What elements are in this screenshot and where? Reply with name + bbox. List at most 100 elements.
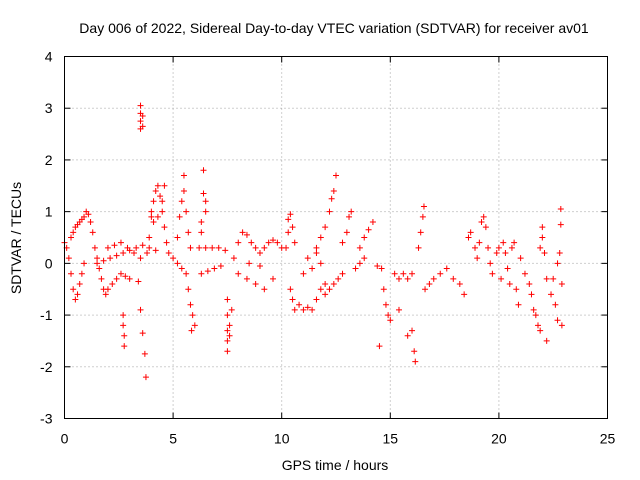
data-point (102, 291, 109, 298)
data-point (142, 374, 149, 381)
data-point (230, 255, 237, 262)
data-point (137, 306, 144, 313)
data-point (104, 244, 111, 251)
data-point (137, 102, 144, 109)
data-point (126, 275, 133, 282)
data-point (317, 234, 324, 241)
data-point (235, 239, 242, 246)
x-axis-label: GPS time / hours (282, 457, 389, 473)
data-point (180, 172, 187, 179)
data-point (137, 255, 144, 262)
data-point (409, 327, 416, 334)
data-point (489, 270, 496, 277)
data-point (382, 301, 389, 308)
data-point (328, 195, 335, 202)
data-point (270, 237, 277, 244)
plot-frame (64, 56, 608, 419)
data-point (400, 270, 407, 277)
data-point (456, 281, 463, 288)
data-point (506, 281, 513, 288)
data-point (356, 260, 363, 267)
data-point (322, 281, 329, 288)
data-point (395, 306, 402, 313)
data-point (412, 358, 419, 365)
data-point (534, 322, 541, 329)
data-point (309, 265, 316, 272)
data-point (482, 224, 489, 231)
data-point (380, 286, 387, 293)
data-point (537, 244, 544, 251)
data-point (65, 255, 72, 262)
data-point (224, 327, 231, 334)
data-point (485, 244, 492, 251)
data-point (437, 270, 444, 277)
y-tick-label: -1 (40, 307, 53, 323)
data-point (246, 260, 253, 267)
data-point (404, 275, 411, 282)
data-point (235, 270, 242, 277)
data-point (554, 317, 561, 324)
data-point (113, 275, 120, 282)
data-point (68, 270, 75, 277)
data-point (450, 275, 457, 282)
data-point (139, 112, 146, 119)
data-point (287, 211, 294, 218)
data-point (274, 239, 281, 246)
data-point (426, 281, 433, 288)
data-point (550, 275, 557, 282)
data-point (317, 286, 324, 293)
data-point (339, 239, 346, 246)
data-point (521, 270, 528, 277)
data-point (513, 286, 520, 293)
data-point (185, 229, 192, 236)
data-point (174, 234, 181, 241)
data-point (183, 208, 190, 215)
data-point (291, 306, 298, 313)
data-point (133, 244, 140, 251)
data-point (81, 213, 88, 220)
data-point (515, 301, 522, 308)
data-point (131, 250, 138, 257)
data-point (76, 281, 83, 288)
data-point (200, 190, 207, 197)
data-point (120, 312, 127, 319)
data-point (187, 301, 194, 308)
data-point (85, 211, 92, 218)
data-point (395, 275, 402, 282)
data-point (217, 262, 224, 269)
x-tick-label: 20 (491, 431, 507, 447)
data-point (296, 301, 303, 308)
x-tick-label: 25 (600, 431, 616, 447)
data-point (313, 244, 320, 251)
data-point (304, 255, 311, 262)
data-point (215, 244, 222, 251)
data-point (204, 268, 211, 275)
data-point (478, 218, 485, 225)
data-point (476, 239, 483, 246)
data-point (135, 278, 142, 285)
data-point (270, 275, 277, 282)
data-point (378, 265, 385, 272)
data-point (528, 291, 535, 298)
data-point (502, 250, 509, 257)
data-point (191, 322, 198, 329)
data-point (228, 306, 235, 313)
data-point (154, 182, 161, 189)
data-point (109, 281, 116, 288)
data-point (330, 281, 337, 288)
data-point (198, 229, 205, 236)
data-point (121, 343, 128, 350)
data-point (387, 317, 394, 324)
data-point (165, 250, 172, 257)
data-point (70, 286, 77, 293)
data-point (224, 337, 231, 344)
data-point (339, 270, 346, 277)
data-point (333, 172, 339, 179)
data-point (326, 208, 333, 215)
y-tick-label: 4 (45, 49, 53, 65)
data-point (87, 218, 94, 225)
data-point (361, 234, 368, 241)
data-point (226, 332, 233, 339)
